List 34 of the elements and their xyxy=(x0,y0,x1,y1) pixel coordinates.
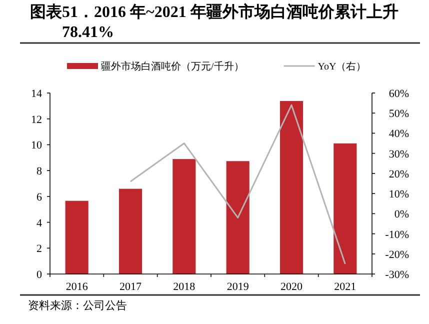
x-tick-label: 2018 xyxy=(173,281,196,293)
y-tick-label: 0 xyxy=(36,269,42,281)
y2-tick-label: 60% xyxy=(388,88,409,100)
bar xyxy=(334,143,357,274)
y2-tick-label: 0% xyxy=(394,208,409,221)
x-tick-label: 2016 xyxy=(66,281,88,293)
bar xyxy=(118,188,142,274)
bar xyxy=(226,161,250,274)
chart-title: 图表51．2016 年~2021 年疆外市场白酒吨价累计上升 78.41% xyxy=(30,3,400,43)
y2-tick-label: 30% xyxy=(388,148,409,160)
y-tick-label: 12 xyxy=(31,114,42,126)
y2-tick-label: -20% xyxy=(385,248,409,261)
text: 资料来源：公司公告 xyxy=(28,298,127,313)
bar xyxy=(172,159,196,274)
y-tick-label: 4 xyxy=(36,217,42,230)
y-tick-label: 14 xyxy=(31,88,42,100)
y2-tick-label: 40% xyxy=(388,128,409,140)
y-tick-label: 2 xyxy=(36,243,42,256)
bar xyxy=(65,200,88,274)
x-tick-label: 2021 xyxy=(334,281,356,293)
y-tick-label: 8 xyxy=(36,166,42,178)
y2-tick-label: -10% xyxy=(385,228,409,241)
y-tick-label: 10 xyxy=(31,140,42,152)
legend-label: YoY（右） xyxy=(318,62,366,72)
x-tick-label: 2020 xyxy=(280,281,303,293)
y2-tick-label: -30% xyxy=(385,269,409,281)
y-tick-label: 6 xyxy=(36,191,42,204)
legend-label: 疆外市场白酒吨价（万元/千升） xyxy=(101,60,244,72)
x-tick-label: 2019 xyxy=(226,281,250,293)
bar xyxy=(280,101,304,274)
y2-tick-label: 20% xyxy=(388,168,409,180)
y2-tick-label: 50% xyxy=(388,108,409,120)
y2-tick-label: 10% xyxy=(388,188,409,201)
x-tick-label: 2017 xyxy=(120,281,142,293)
